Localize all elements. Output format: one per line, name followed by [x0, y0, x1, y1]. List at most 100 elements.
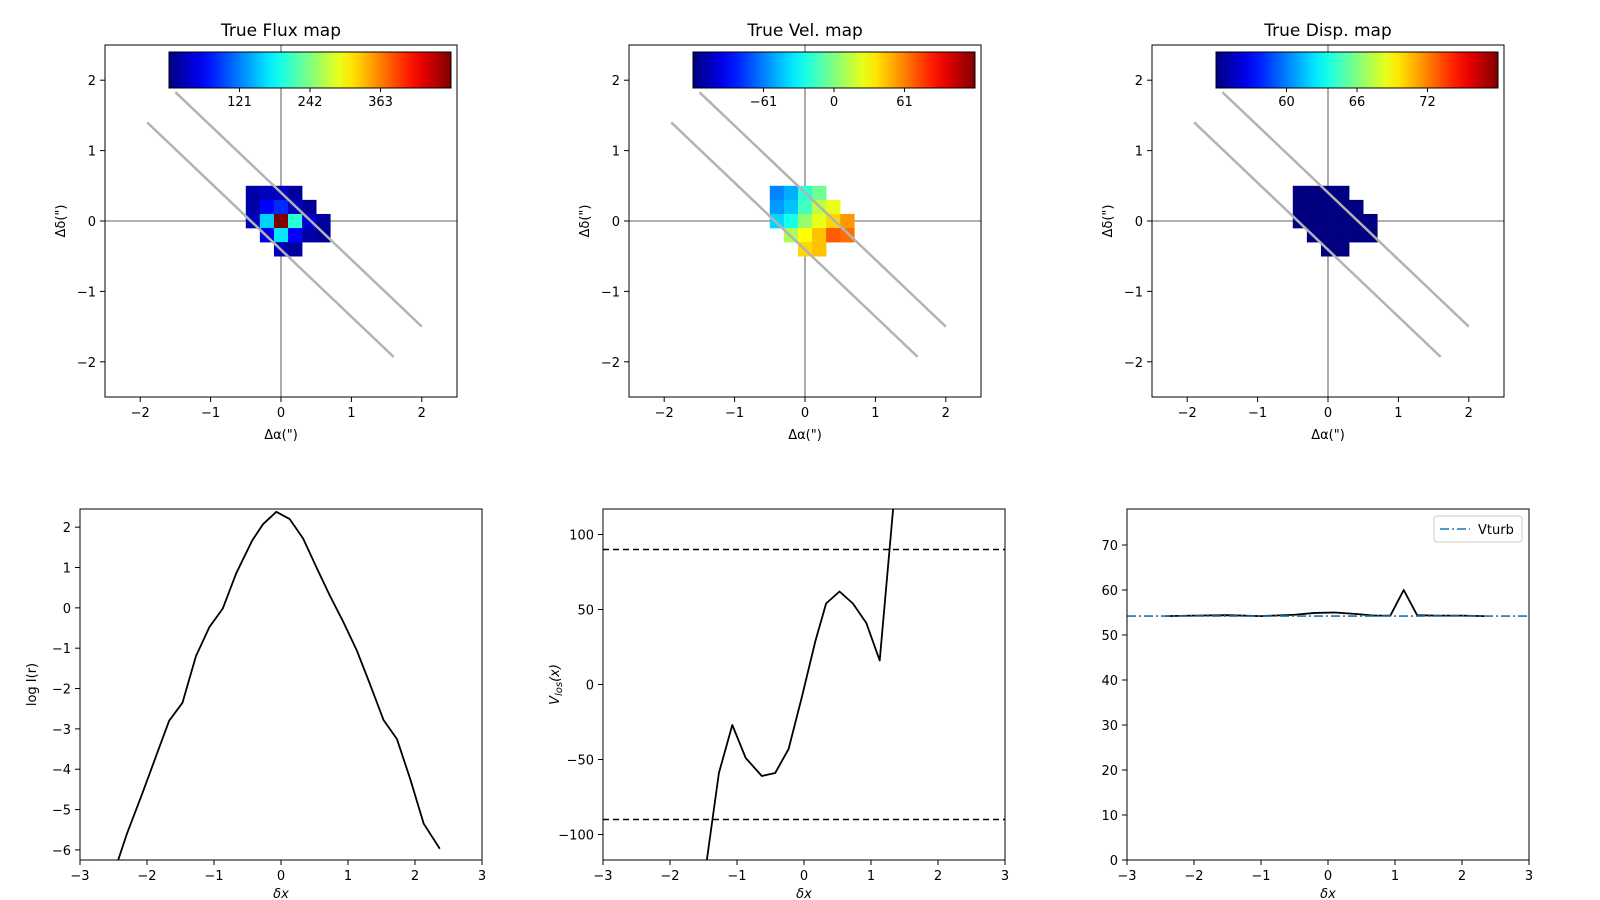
colorbar-tick-label: 121 [227, 95, 252, 110]
flux-profile-ytick-label: −4 [52, 763, 71, 778]
map-pixel [769, 185, 785, 201]
dispersion-profile-xtick-label: 1 [1391, 869, 1399, 884]
map-pixel [1292, 185, 1308, 201]
colorbar-tick-label: 363 [368, 95, 393, 110]
vel-map-xtick-label: 0 [801, 406, 809, 421]
disp-map-xtick-label: 2 [1465, 406, 1473, 421]
disp-map-xtick-label: 1 [1394, 406, 1402, 421]
flux-map-title: True Flux map [220, 21, 341, 41]
map-pixel [826, 199, 841, 215]
velocity-profile-ytick-label: 100 [569, 529, 594, 544]
map-pixel [826, 228, 841, 243]
map-pixel [288, 228, 303, 243]
series-line [1165, 589, 1485, 617]
vel-map-title: True Vel. map [746, 21, 863, 41]
map-pixel [1363, 228, 1378, 243]
map-pixel [812, 242, 827, 257]
velocity-profile-ytick-label: 0 [586, 679, 594, 694]
colorbar-tick-label: 242 [298, 95, 323, 110]
flux-map-ytick-label: 1 [88, 145, 96, 160]
disp-map-xtick-label: −1 [1248, 406, 1267, 421]
flux-profile-panel: −3 −2 −1 0 1 2 3 2 1 0 −1 −2 −3 −4 −5 −6 δx log I(r) [25, 508, 486, 900]
disp-map-ylabel: Δδ(") [1101, 205, 1116, 238]
legend-box [1433, 515, 1523, 543]
flux-map-xtick-label: −1 [201, 406, 220, 421]
map-pixel [245, 213, 261, 229]
dispersion-profile-ytick-label: 20 [1101, 764, 1118, 779]
map-pixel [1306, 185, 1322, 201]
plot-area [117, 510, 441, 860]
map-pixel [1349, 199, 1364, 215]
map-pixel [288, 213, 303, 229]
flux-profile-ytick-label: 1 [63, 562, 71, 577]
velocity-profile-xtick-label: 3 [1001, 869, 1009, 884]
slit-line [698, 91, 947, 328]
slit-line [1221, 91, 1470, 328]
flux-map-xlabel: Δα(") [264, 428, 298, 443]
flux-profile-ytick-label: 2 [63, 521, 71, 536]
map-pixel [783, 199, 799, 215]
flux-profile-xlabel: δx [273, 887, 289, 900]
map-pixel [797, 199, 813, 215]
velocity-profile-panel: −3 −2 −1 0 1 2 3 100 50 0 −50 −100 δx Vlos(x) [548, 508, 1009, 900]
vel-map-xtick-label: 2 [942, 406, 950, 421]
flux-profile-ytick-label: −2 [52, 683, 71, 698]
flux-map-ytick-label: 2 [88, 74, 96, 89]
map-pixel [288, 185, 303, 201]
dispersion-profile-ytick-label: 70 [1101, 539, 1118, 554]
dispersion-profile-ytick-label: 40 [1101, 674, 1118, 689]
map-pixel [769, 213, 785, 229]
map-pixel [259, 199, 275, 215]
velocity-profile-ytick-label: −50 [567, 754, 594, 769]
axes-frame [79, 508, 483, 861]
slit-line [1193, 121, 1442, 358]
map-pixel [1320, 213, 1336, 229]
disp-map-panel: True Disp. map 60 66 72 −2 −1 0 1 2 −2 −1 0 1 2 Δα(") Δ… [1101, 21, 1505, 443]
map-pixel [1306, 199, 1322, 215]
colorbar-tick-label: −61 [750, 95, 777, 110]
slit-line [174, 91, 423, 328]
dispersion-profile-xtick-label: −3 [1117, 869, 1136, 884]
velocity-profile-ytick-label: 50 [577, 604, 594, 619]
flux-map-ytick-label: −2 [77, 356, 96, 371]
vel-map-ytick-label: 0 [612, 215, 620, 230]
disp-map-xtick-label: −2 [1178, 406, 1197, 421]
map-pixel [812, 213, 827, 229]
map-pixel [812, 185, 827, 201]
vel-map-xtick-label: 1 [871, 406, 879, 421]
map-pixel [316, 213, 331, 229]
flux-profile-ytick-label: −6 [52, 844, 71, 859]
vel-map-xtick-label: −2 [655, 406, 674, 421]
map-pixel [302, 199, 317, 215]
map-pixel [1335, 213, 1350, 229]
dispersion-profile-xtick-label: −1 [1251, 869, 1270, 884]
map-pixel [245, 199, 261, 215]
flux-map-ylabel: Δδ(") [54, 205, 69, 238]
flux-map-ytick-label: 0 [88, 215, 96, 230]
map-pixel [316, 228, 331, 243]
flux-profile-ytick-label: −3 [52, 723, 71, 738]
map-pixel [302, 228, 317, 243]
disp-map-ytick-label: −2 [1124, 356, 1143, 371]
map-pixel [1335, 242, 1350, 257]
map-pixel [245, 185, 261, 201]
map-pixel [797, 213, 813, 229]
velocity-profile-xtick-label: −3 [593, 869, 612, 884]
velocity-profile-xtick-label: 1 [867, 869, 875, 884]
colorbar-tick-label: 60 [1278, 95, 1295, 110]
velocity-profile-xtick-label: −1 [727, 869, 746, 884]
map-pixel [1349, 228, 1364, 243]
plot-area [603, 509, 1005, 860]
map-pixel [288, 242, 303, 257]
flux-map-panel: True Flux map 121 242 363 −2 −1 0 1 2 −2 −1 0 1 2 Δα("… [54, 21, 458, 443]
colorbar [692, 51, 976, 89]
flux-profile-xtick-label: −3 [70, 869, 89, 884]
flux-profile-ytick-label: 0 [63, 602, 71, 617]
slit-line [146, 121, 395, 358]
series-line [705, 509, 895, 860]
dispersion-profile-ytick-label: 0 [1110, 854, 1118, 869]
map-pixel [1320, 228, 1336, 243]
vel-map-ytick-label: 2 [612, 74, 620, 89]
flux-map-xtick-label: −2 [131, 406, 150, 421]
